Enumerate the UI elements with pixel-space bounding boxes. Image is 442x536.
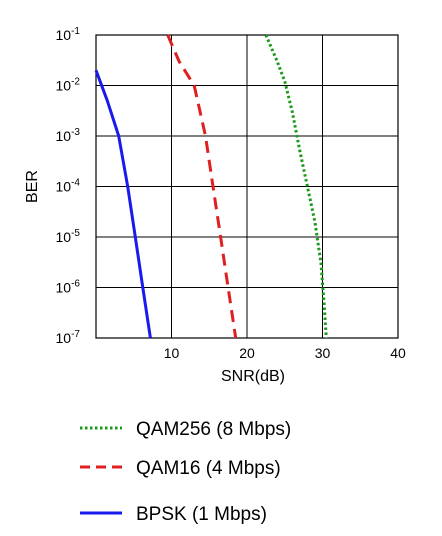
legend-label: QAM16 (4 Mbps) <box>136 458 281 479</box>
x-axis-label: SNR(dB) <box>221 368 285 385</box>
legend-label: BPSK (1 Mbps) <box>136 504 267 525</box>
y-tick-label: 10-5 <box>56 228 81 245</box>
grid <box>96 34 399 339</box>
series-line-solid <box>94 69 152 339</box>
x-tick-labels: 10 20 30 40 <box>164 345 406 361</box>
y-tick-label: 10-3 <box>56 127 81 144</box>
series-layer <box>94 34 328 339</box>
y-tick-labels: 10-1 10-2 10-3 10-4 10-5 10-6 10-7 <box>56 26 81 346</box>
x-tick-label: 20 <box>239 345 255 361</box>
y-tick-label: 10-6 <box>56 279 81 296</box>
x-tick-label: 40 <box>390 345 406 361</box>
x-tick-label: 10 <box>164 345 180 361</box>
plot-frame <box>95 34 399 339</box>
y-tick-label: 10-2 <box>56 77 81 94</box>
y-tick-label: 10-7 <box>56 329 81 346</box>
y-tick-label: 10-1 <box>56 26 81 43</box>
y-tick-label: 10-4 <box>56 178 81 195</box>
x-tick-label: 30 <box>315 345 331 361</box>
y-axis-label: BER <box>24 170 41 203</box>
legend-label: QAM256 (8 Mbps) <box>136 419 291 440</box>
series-line-dashed <box>166 34 238 339</box>
series-line-dotted <box>264 34 328 339</box>
legend: QAM256 (8 Mbps) QAM16 (4 Mbps) BPSK (1 Mbp… <box>80 419 291 525</box>
